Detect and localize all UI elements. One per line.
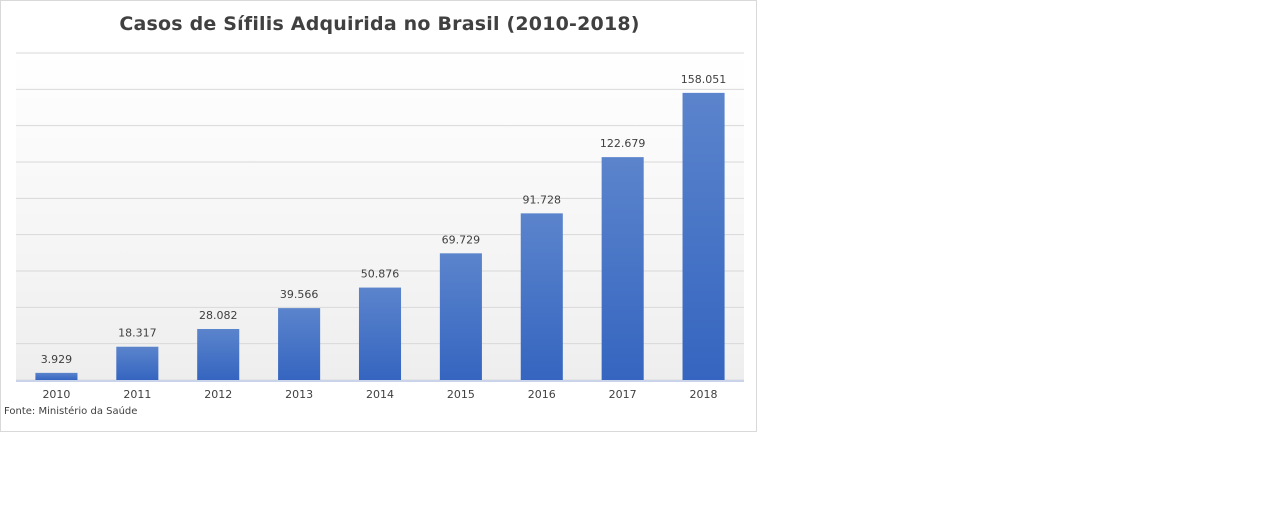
- data-label-2018: 158.051: [681, 73, 727, 86]
- x-tick-2013: 2013: [285, 388, 313, 401]
- bar-2015: [439, 253, 482, 380]
- data-label-2014: 50.876: [361, 268, 400, 281]
- data-label-2015: 69.729: [442, 233, 481, 246]
- x-tick-2010: 2010: [42, 388, 70, 401]
- data-label-2012: 28.082: [199, 309, 238, 322]
- bar-2018: [682, 92, 725, 380]
- bar-chart: 3.929 18.317 28.082 39.566 50.876 69.729 91.72…: [16, 52, 744, 401]
- chart-title: Casos de Sífilis Adquirida no Brasil (20…: [119, 13, 640, 35]
- bar-2016: [520, 213, 563, 380]
- data-label-2017: 122.679: [600, 137, 646, 150]
- x-tick-2017: 2017: [609, 388, 637, 401]
- bar-2011: [116, 346, 159, 380]
- bar-2014: [358, 287, 402, 380]
- bar-2013: [278, 308, 321, 380]
- chart-frame: Casos de Sífilis Adquirida no Brasil (20…: [0, 0, 757, 432]
- x-tick-2014: 2014: [366, 388, 394, 401]
- data-label-2010: 3.929: [41, 353, 73, 366]
- data-label-2011: 18.317: [118, 327, 157, 340]
- bar-2012: [197, 328, 240, 380]
- x-tick-2018: 2018: [690, 388, 718, 401]
- data-label-2016: 91.728: [523, 193, 562, 206]
- x-tick-labels: 2010 2011 2012 2013 2014 2015 2016 2017 2018: [42, 388, 717, 401]
- x-tick-2015: 2015: [447, 388, 475, 401]
- x-tick-2016: 2016: [528, 388, 556, 401]
- data-labels: 3.929 18.317 28.082 39.566 50.876 69.729 91.72…: [41, 73, 727, 366]
- bar-2017: [601, 157, 644, 380]
- source-note: Fonte: Ministério da Saúde: [4, 406, 138, 417]
- bar-2010: [35, 372, 78, 380]
- x-tick-2011: 2011: [123, 388, 151, 401]
- data-label-2013: 39.566: [280, 288, 319, 301]
- bars: [35, 92, 725, 380]
- x-tick-2012: 2012: [204, 388, 232, 401]
